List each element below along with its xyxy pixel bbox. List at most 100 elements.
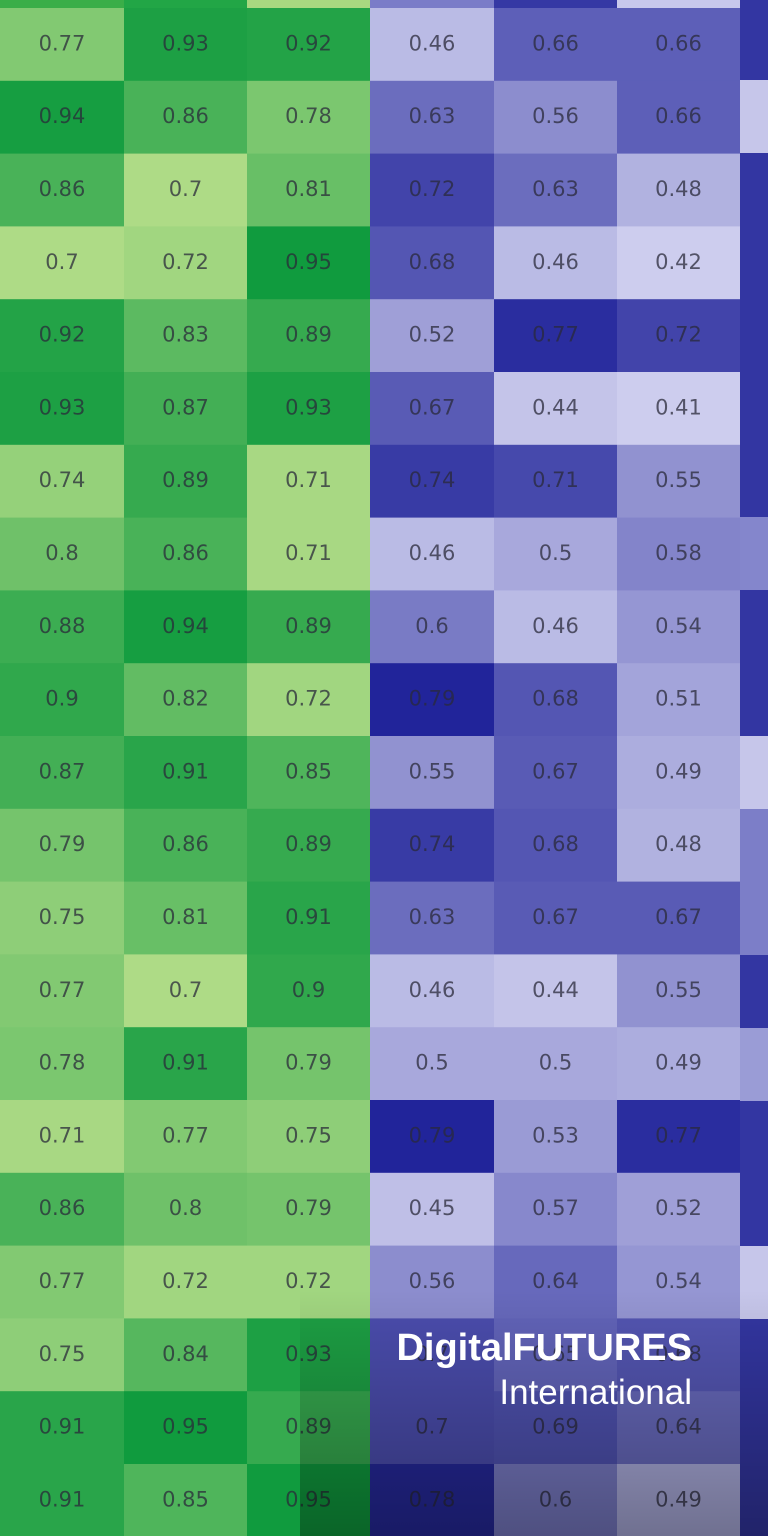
- cell-value: 0.81: [285, 177, 332, 201]
- cell-value: 0.42: [655, 250, 702, 274]
- cell-value: 0.66: [532, 31, 579, 55]
- heat-cell: [0, 1391, 124, 1465]
- heat-cell: [0, 1245, 124, 1319]
- cell-value: 0.52: [655, 1196, 702, 1220]
- heat-cell: [124, 517, 247, 591]
- heat-cell: [370, 80, 494, 155]
- edge-cell: [740, 809, 768, 955]
- cell-value: 0.56: [409, 1269, 456, 1293]
- cell-value: 0.93: [39, 395, 86, 419]
- heat-cell: [370, 881, 494, 955]
- cell-value: 0.46: [532, 614, 579, 638]
- cell-value: 0.91: [285, 905, 332, 929]
- cell-value: 0.71: [285, 468, 332, 492]
- cell-value: 0.91: [39, 1487, 86, 1511]
- partial-cell: [247, 0, 370, 8]
- cell-value: 0.67: [532, 759, 579, 783]
- cell-value: 0.72: [285, 1269, 332, 1293]
- heat-cell: [370, 226, 494, 300]
- cell-value: 0.93: [285, 395, 332, 419]
- heat-cell: [0, 8, 124, 82]
- heat-cell: [494, 153, 617, 227]
- heat-cell: [124, 1172, 247, 1247]
- cell-value: 0.72: [162, 1269, 209, 1293]
- heat-cell: [247, 954, 370, 1028]
- heat-cell: [124, 153, 247, 227]
- partial-cell: [494, 0, 617, 8]
- heat-cell: [617, 1172, 740, 1247]
- heat-cell: [617, 517, 740, 591]
- heat-cell: [494, 517, 617, 591]
- heat-cell: [370, 1027, 494, 1101]
- cell-value: 0.51: [655, 687, 702, 711]
- cell-value: 0.85: [285, 759, 332, 783]
- heat-cell: [0, 808, 124, 883]
- heat-cell: [124, 1100, 247, 1174]
- heat-cell: [370, 1100, 494, 1174]
- heat-cell: [124, 1464, 247, 1536]
- cell-value: 0.82: [162, 687, 209, 711]
- cell-value: 0.79: [409, 1123, 456, 1147]
- heat-cell: [0, 444, 124, 519]
- cell-value: 0.55: [409, 759, 456, 783]
- heat-cell: [0, 663, 124, 737]
- heat-cell: [494, 8, 617, 82]
- cell-value: 0.46: [409, 978, 456, 1002]
- heat-cell: [247, 226, 370, 300]
- cell-value: 0.44: [532, 395, 579, 419]
- cell-value: 0.68: [532, 687, 579, 711]
- heat-cell: [370, 808, 494, 883]
- heat-cell: [617, 226, 740, 300]
- heat-cell: [0, 372, 124, 446]
- cell-value: 0.86: [162, 832, 209, 856]
- cell-value: 0.84: [162, 1342, 209, 1366]
- heat-cell: [494, 226, 617, 300]
- cell-value: 0.58: [655, 541, 702, 565]
- heat-cell: [370, 1172, 494, 1247]
- heat-cell: [617, 372, 740, 446]
- heat-cell: [494, 954, 617, 1028]
- heat-cell: [124, 1318, 247, 1392]
- heat-cell: [370, 153, 494, 227]
- cell-value: 0.67: [655, 905, 702, 929]
- cell-value: 0.49: [655, 759, 702, 783]
- cell-value: 0.7: [45, 250, 78, 274]
- cell-value: 0.87: [39, 759, 86, 783]
- cell-value: 0.74: [409, 832, 456, 856]
- heat-cell: [494, 1100, 617, 1174]
- cell-value: 0.71: [532, 468, 579, 492]
- cell-value: 0.89: [285, 614, 332, 638]
- heat-cell: [124, 444, 247, 519]
- edge-cell: [740, 517, 768, 590]
- cell-value: 0.63: [409, 104, 456, 128]
- cell-value: 0.41: [655, 395, 702, 419]
- cell-value: 0.46: [409, 31, 456, 55]
- cell-value: 0.5: [539, 1051, 572, 1075]
- cell-value: 0.95: [285, 250, 332, 274]
- heat-cell: [124, 1245, 247, 1319]
- heat-cell: [494, 736, 617, 810]
- cell-value: 0.72: [655, 323, 702, 347]
- edge-cell: [740, 80, 768, 153]
- heat-cell: [247, 663, 370, 737]
- heat-cell: [617, 881, 740, 955]
- heat-cell: [494, 590, 617, 664]
- cell-value: 0.77: [39, 978, 86, 1002]
- heat-cell: [494, 444, 617, 519]
- cell-value: 0.79: [285, 1051, 332, 1075]
- heat-cell: [617, 1100, 740, 1174]
- heat-cell: [617, 153, 740, 227]
- heat-cell: [370, 517, 494, 591]
- logo-name: DigitalFUTURES: [396, 1327, 692, 1369]
- heat-cell: [124, 954, 247, 1028]
- cell-value: 0.48: [655, 832, 702, 856]
- cell-value: 0.54: [655, 614, 702, 638]
- cell-value: 0.77: [162, 1123, 209, 1147]
- heat-cell: [0, 1027, 124, 1101]
- logo-shade: [300, 1290, 768, 1536]
- cell-value: 0.55: [655, 978, 702, 1002]
- heat-cell: [370, 372, 494, 446]
- cell-value: 0.86: [39, 1196, 86, 1220]
- cell-value: 0.63: [532, 177, 579, 201]
